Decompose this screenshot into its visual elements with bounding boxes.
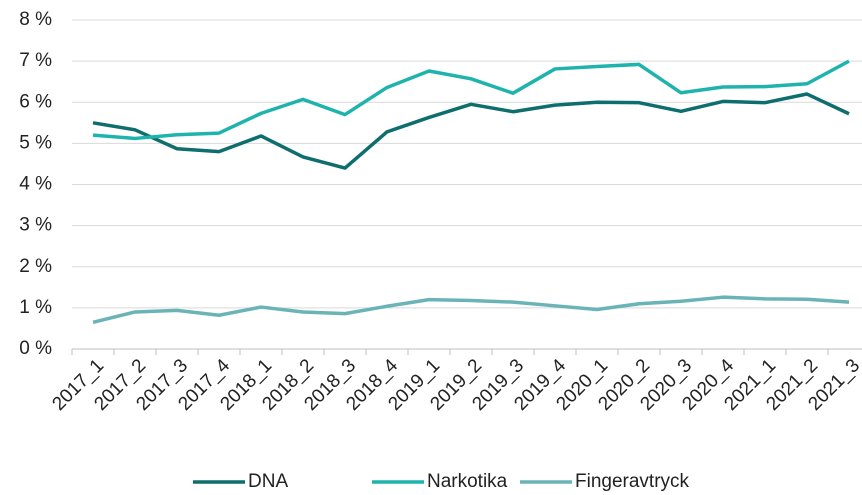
legend-label: Fingeravtryck	[575, 471, 690, 492]
y-tick-label: 8 %	[19, 9, 52, 30]
y-tick-label: 2 %	[19, 256, 52, 277]
y-tick-label: 5 %	[19, 132, 52, 153]
legend-label: Narkotika	[427, 471, 508, 492]
series-line	[92, 295, 850, 324]
series-line	[92, 92, 850, 170]
y-tick-label: 4 %	[19, 174, 52, 195]
y-tick-label: 1 %	[19, 297, 52, 318]
y-tick-label: 0 %	[19, 338, 52, 359]
legend-label: DNA	[248, 471, 288, 492]
y-tick-label: 7 %	[19, 50, 52, 71]
y-tick-label: 6 %	[19, 91, 52, 112]
y-tick-label: 3 %	[19, 215, 52, 236]
series-line	[92, 59, 850, 141]
